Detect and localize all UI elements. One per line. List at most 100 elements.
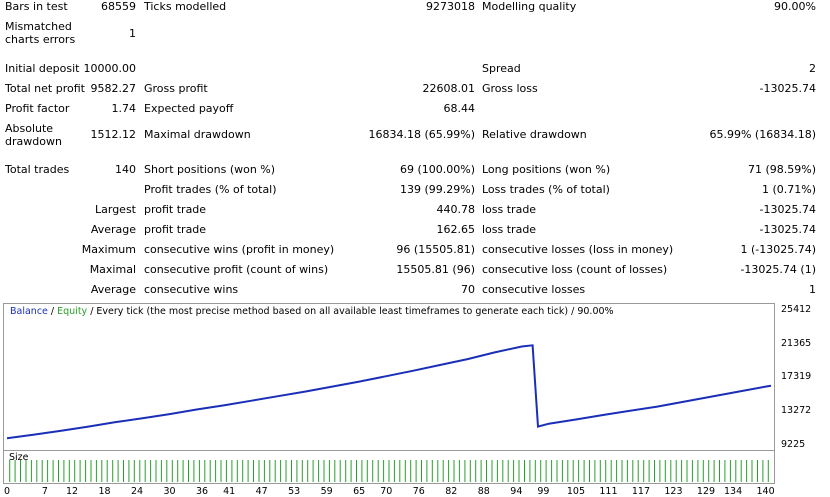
ticks-modelled-value: 9273018 — [426, 0, 475, 13]
x-tick-label: 47 — [255, 486, 268, 497]
largest-label: Largest — [95, 203, 136, 216]
maximal-consecutive-profit-label: consecutive profit (count of wins) — [144, 263, 329, 276]
x-tick-label: 111 — [599, 486, 618, 497]
profit-trades-value: 139 (99.29%) — [399, 183, 475, 196]
average-consecutive-label: Average — [90, 283, 136, 296]
x-tick-label: 53 — [288, 486, 301, 497]
legend-model-info: / Every tick (the most precise method ba… — [87, 306, 614, 317]
average-consecutive-wins-label: consecutive wins — [144, 283, 239, 296]
x-tick-label: 70 — [380, 486, 393, 497]
largest-loss-label: loss trade — [482, 203, 537, 216]
spread-value: 2 — [809, 62, 816, 75]
average-loss-value: -13025.74 — [759, 223, 816, 236]
x-tick-label: 7 — [41, 486, 48, 497]
x-tick-label: 123 — [664, 486, 683, 497]
spread-label: Spread — [482, 62, 521, 75]
maximal-label: Maximal — [89, 263, 136, 276]
mismatched-errors-value: 1 — [129, 27, 136, 40]
absolute-drawdown-value: 1512.12 — [90, 128, 137, 141]
average-consecutive-losses-value: 1 — [809, 283, 816, 296]
initial-deposit-value: 10000.00 — [83, 62, 137, 75]
y-tick-label: 17319 — [781, 371, 812, 383]
x-tick-label: 76 — [412, 486, 425, 497]
x-tick-label: 117 — [631, 486, 651, 497]
x-tick-label: 82 — [445, 486, 458, 497]
loss-trades-value: 1 (0.71%) — [761, 183, 816, 196]
profit-factor-value: 1.74 — [111, 102, 137, 115]
total-trades-label: Total trades — [5, 163, 70, 176]
long-positions-value: 71 (98.59%) — [747, 163, 816, 176]
largest-profit-label: profit trade — [144, 203, 207, 216]
y-tick-label: 25412 — [781, 303, 812, 315]
long-positions-label: Long positions (won %) — [482, 163, 611, 176]
size-panel: Size — [3, 450, 775, 484]
x-tick-label: 99 — [537, 486, 550, 497]
maximal-consecutive-profit-value: 15505.81 (96) — [396, 263, 475, 276]
average-loss-label: loss trade — [482, 223, 537, 236]
y-tick-label: 13272 — [781, 405, 812, 417]
balance-plot — [6, 344, 772, 440]
size-plot — [9, 460, 769, 482]
loss-trades-label: Loss trades (% of total) — [482, 183, 610, 196]
gross-profit-value: 22608.01 — [422, 82, 476, 95]
x-tick-label: 129 — [696, 486, 716, 497]
x-tick-label: 140 — [756, 486, 775, 497]
average-consecutive-wins-value: 70 — [461, 283, 475, 296]
total-trades-value: 140 — [115, 163, 136, 176]
legend-balance: Balance — [10, 306, 48, 317]
x-tick-label: 36 — [196, 486, 209, 497]
average-profit-value: 162.65 — [436, 223, 476, 236]
max-consecutive-losses-value: 1 (-13025.74) — [740, 243, 816, 256]
short-positions-label: Short positions (won %) — [144, 163, 276, 176]
modelling-quality-label: Modelling quality — [482, 0, 577, 13]
relative-drawdown-label: Relative drawdown — [482, 128, 587, 141]
legend-separator: / — [47, 306, 58, 317]
absolute-drawdown-label: Absolute drawdown — [5, 122, 62, 148]
chart-legend: Balance / Equity / Every tick (the most … — [10, 306, 614, 317]
expected-payoff-value: 68.44 — [443, 102, 476, 115]
average-consecutive-losses-label: consecutive losses — [482, 283, 586, 296]
maximal-drawdown-label: Maximal drawdown — [144, 128, 251, 141]
x-tick-label: 18 — [98, 486, 111, 497]
maximum-label: Maximum — [81, 243, 136, 256]
total-net-profit-label: Total net profit — [5, 82, 85, 95]
modelling-quality-value: 90.00% — [774, 0, 816, 13]
size-label: Size — [9, 452, 29, 463]
relative-drawdown-value: 65.99% (16834.18) — [709, 128, 816, 141]
profit-trades-label: Profit trades (% of total) — [144, 183, 277, 196]
balance-chart: Balance / Equity / Every tick (the most … — [3, 303, 775, 451]
maximal-consecutive-loss-label: consecutive loss (count of losses) — [482, 263, 668, 276]
mismatched-errors-label: Mismatched charts errors — [5, 20, 76, 46]
x-tick-label: 12 — [65, 486, 79, 497]
x-tick-label: 65 — [353, 486, 366, 497]
bars-in-test-value: 68559 — [101, 0, 136, 13]
x-tick-label: 24 — [130, 486, 144, 497]
gross-profit-label: Gross profit — [144, 82, 208, 95]
strategy-report: Bars in test 68559 Ticks modelled 927301… — [5, 0, 816, 296]
maximal-consecutive-loss-value: -13025.74 (1) — [740, 263, 816, 276]
x-tick-label: 134 — [723, 486, 743, 497]
total-net-profit-value: 9582.27 — [90, 82, 137, 95]
x-tick-label: 94 — [510, 486, 523, 497]
gross-loss-value: -13025.74 — [759, 82, 816, 95]
max-consecutive-losses-label: consecutive losses (loss in money) — [482, 243, 674, 256]
gross-loss-label: Gross loss — [482, 82, 538, 95]
largest-loss-value: -13025.74 — [759, 203, 816, 216]
x-tick-label: 105 — [566, 486, 585, 497]
x-tick-label: 88 — [477, 486, 490, 497]
ticks-modelled-label: Ticks modelled — [144, 0, 227, 13]
maximal-drawdown-value: 16834.18 (65.99%) — [368, 128, 475, 141]
y-tick-label: 21365 — [781, 337, 812, 349]
max-consecutive-wins-label: consecutive wins (profit in money) — [144, 243, 335, 256]
x-tick-label: 41 — [223, 486, 236, 497]
legend-equity: Equity — [57, 306, 88, 317]
short-positions-value: 69 (100.00%) — [399, 163, 475, 176]
x-tick-label: 59 — [320, 486, 333, 497]
average-profit-label: profit trade — [144, 223, 207, 236]
x-tick-label: 0 — [3, 486, 11, 497]
x-tick-label: 30 — [163, 486, 176, 497]
max-consecutive-wins-value: 96 (15505.81) — [396, 243, 475, 256]
y-tick-label: 9225 — [781, 438, 806, 450]
balance-series-line — [6, 344, 772, 440]
expected-payoff-label: Expected payoff — [144, 102, 234, 115]
